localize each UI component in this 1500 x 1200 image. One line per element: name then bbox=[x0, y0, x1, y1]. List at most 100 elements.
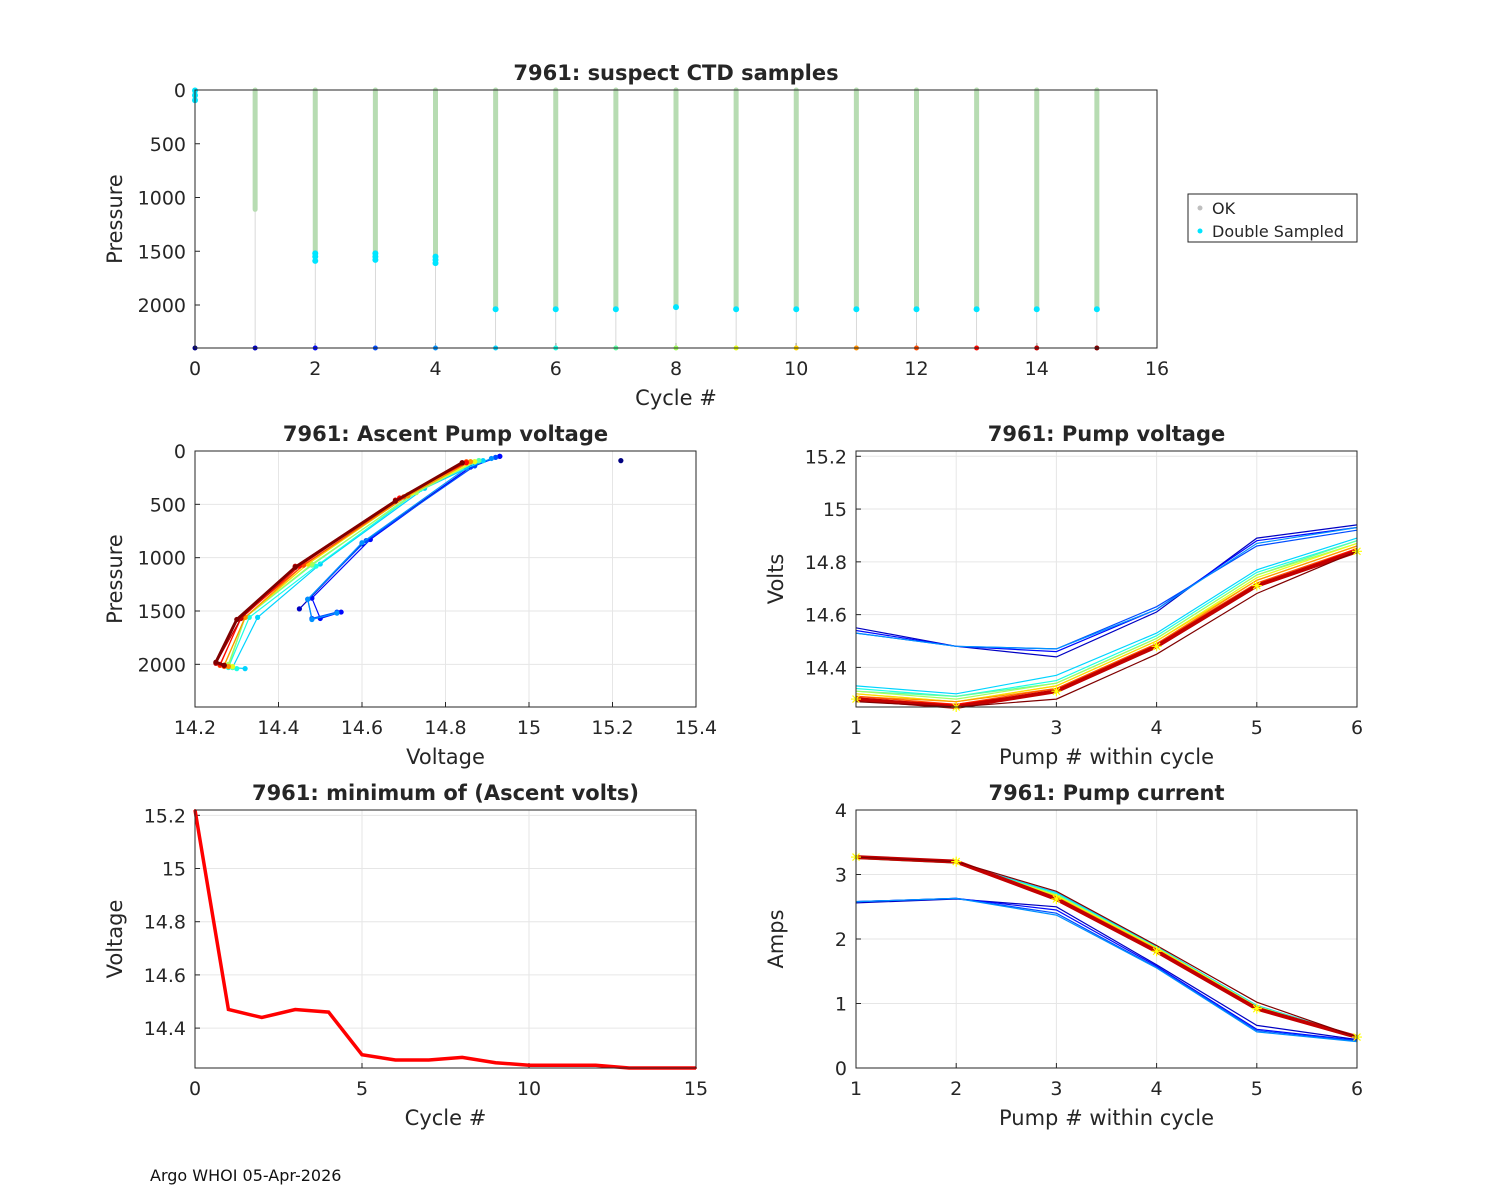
double-sampled-point bbox=[1033, 306, 1040, 313]
y-tick-label: 2000 bbox=[138, 295, 186, 317]
y-axis-label: Voltage bbox=[103, 900, 127, 979]
y-tick-label: 500 bbox=[150, 494, 186, 516]
min-voltage-point bbox=[227, 1008, 230, 1011]
x-tick-label: 15.2 bbox=[591, 717, 633, 739]
y-tick-label: 3 bbox=[835, 865, 847, 887]
legend-box bbox=[1187, 193, 1358, 243]
legend-ok-label: OK bbox=[1212, 199, 1236, 218]
series-point bbox=[213, 659, 219, 665]
x-tick-label: 10 bbox=[784, 358, 808, 380]
series-point bbox=[476, 458, 482, 464]
series-point bbox=[221, 662, 227, 669]
x-tick-label: 14 bbox=[1025, 358, 1049, 380]
x-tick-label: 6 bbox=[1351, 717, 1363, 739]
y-tick-label: 2 bbox=[835, 929, 847, 951]
y-tick-label: 0 bbox=[835, 1058, 847, 1080]
series-point bbox=[467, 459, 474, 465]
x-tick-label: 2 bbox=[950, 717, 962, 739]
series-line bbox=[855, 542, 1358, 700]
y-tick-label: 1500 bbox=[138, 601, 186, 623]
x-tick-label: 0 bbox=[189, 358, 201, 380]
x-tick-label: 3 bbox=[1050, 717, 1062, 739]
latest-point-marker bbox=[1151, 946, 1162, 957]
y-tick-label: 14.6 bbox=[144, 965, 186, 987]
double-sampled-point bbox=[552, 306, 559, 313]
series-point bbox=[255, 614, 261, 621]
series-point bbox=[305, 596, 311, 602]
series-point bbox=[338, 609, 344, 615]
axes-frame bbox=[194, 450, 697, 708]
footer-label: Argo WHOI 05-Apr-2026 bbox=[150, 1166, 342, 1185]
x-axis-label: Pump # within cycle bbox=[999, 745, 1214, 769]
y-tick-label: 1 bbox=[835, 994, 847, 1016]
y-tick-label: 14.6 bbox=[805, 605, 847, 627]
min-voltage-point bbox=[494, 1061, 497, 1064]
x-tick-label: 2 bbox=[309, 358, 321, 380]
suspect-axes: 0 2 4 6 8 10 12 14 16 7961: suspect CTD samples Cy… bbox=[103, 61, 1169, 410]
series-point bbox=[334, 610, 340, 616]
y-tick-label: 500 bbox=[150, 134, 186, 156]
x-tick-label: 15 bbox=[517, 717, 541, 739]
chart-title: 7961: Pump voltage bbox=[988, 422, 1226, 446]
series-line bbox=[855, 537, 1358, 695]
y-tick-label: 15.2 bbox=[144, 805, 186, 827]
legend-double-label: Double Sampled bbox=[1212, 222, 1344, 241]
x-axis-label: Voltage bbox=[406, 745, 485, 769]
x-tick-label: 6 bbox=[550, 358, 562, 380]
double-sampled-point bbox=[312, 253, 319, 260]
x-tick-label: 14.6 bbox=[341, 717, 383, 739]
series-point bbox=[296, 606, 302, 612]
x-axis-label: Pump # within cycle bbox=[999, 1106, 1214, 1130]
x-axis-label: Cycle # bbox=[635, 386, 717, 410]
x-tick-label: 5 bbox=[356, 1078, 368, 1100]
x-axis-label: Cycle # bbox=[405, 1106, 487, 1130]
y-tick-label: 15 bbox=[162, 859, 186, 881]
chart-title: 7961: Pump current bbox=[988, 781, 1224, 805]
series-point bbox=[618, 458, 624, 464]
y-axis-label: Volts bbox=[764, 554, 788, 605]
chart-title: 7961: suspect CTD samples bbox=[513, 61, 838, 85]
double-sampled-point bbox=[492, 306, 499, 313]
double-sampled-point bbox=[733, 306, 740, 313]
y-tick-label: 14.8 bbox=[144, 912, 186, 934]
x-tick-label: 14.2 bbox=[174, 717, 216, 739]
x-tick-label: 2 bbox=[950, 1078, 962, 1100]
series-point bbox=[497, 453, 503, 459]
series-point bbox=[463, 460, 469, 466]
y-tick-label: 1500 bbox=[138, 241, 186, 263]
x-tick-label: 4 bbox=[429, 358, 441, 380]
legend: OK Double Sampled bbox=[1187, 193, 1358, 243]
x-tick-label: 1 bbox=[850, 1078, 862, 1100]
x-tick-label: 5 bbox=[1251, 717, 1263, 739]
axes-frame bbox=[855, 809, 1358, 1069]
y-tick-label: 14.4 bbox=[805, 657, 847, 679]
x-tick-label: 15 bbox=[684, 1078, 708, 1100]
y-tick-label: 0 bbox=[174, 80, 186, 102]
x-tick-label: 15.4 bbox=[675, 717, 717, 739]
y-tick-label: 1000 bbox=[138, 548, 186, 570]
x-tick-label: 3 bbox=[1050, 1078, 1062, 1100]
min-voltage-point bbox=[294, 1008, 297, 1011]
x-tick-label: 4 bbox=[1151, 717, 1163, 739]
series-point bbox=[359, 540, 365, 546]
series-line bbox=[307, 456, 496, 620]
series-point bbox=[313, 563, 319, 569]
chart-title: 7961: minimum of (Ascent volts) bbox=[252, 781, 639, 805]
y-tick-label: 14.4 bbox=[144, 1018, 186, 1040]
latest-point-marker bbox=[1051, 686, 1062, 697]
legend-ok-marker bbox=[1197, 205, 1203, 211]
x-tick-label: 6 bbox=[1351, 1078, 1363, 1100]
double-sampled-point bbox=[673, 304, 679, 311]
axes-frame bbox=[855, 450, 1358, 708]
double-sampled-point bbox=[432, 260, 439, 267]
series-line bbox=[855, 856, 1358, 1038]
double-sampled-point bbox=[853, 306, 860, 313]
y-tick-label: 14.8 bbox=[805, 552, 847, 574]
y-tick-label: 15.2 bbox=[805, 446, 847, 468]
y-tick-label: 4 bbox=[835, 800, 847, 822]
double-sampled-point bbox=[372, 256, 379, 263]
double-sampled-point bbox=[793, 306, 800, 313]
x-tick-label: 5 bbox=[1251, 1078, 1263, 1100]
